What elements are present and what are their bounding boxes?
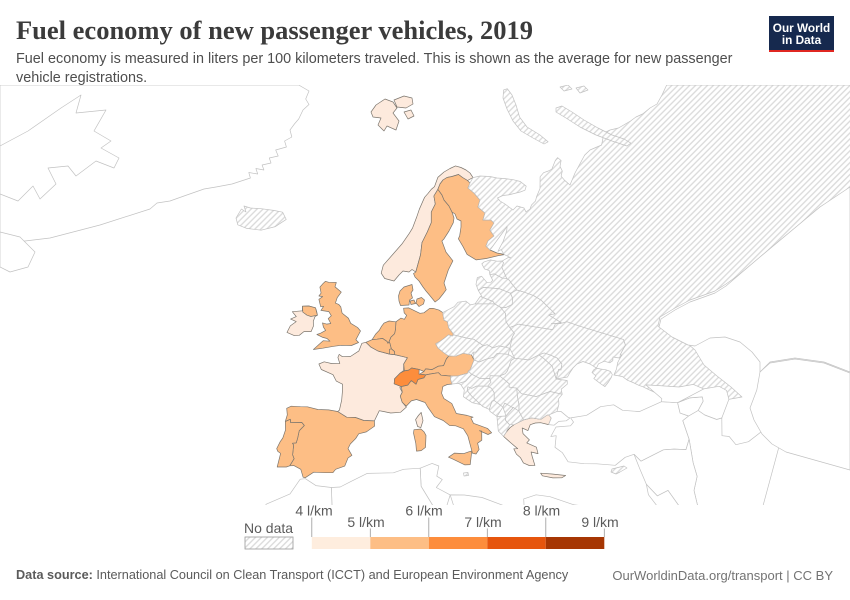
svg-text:7 l/km: 7 l/km bbox=[464, 514, 501, 530]
svg-text:4 l/km: 4 l/km bbox=[295, 503, 332, 519]
svg-text:8 l/km: 8 l/km bbox=[523, 503, 560, 519]
svg-text:9 l/km: 9 l/km bbox=[581, 514, 618, 530]
svg-text:No data: No data bbox=[244, 520, 293, 536]
svg-text:6 l/km: 6 l/km bbox=[405, 503, 442, 519]
svg-text:5 l/km: 5 l/km bbox=[347, 514, 384, 530]
